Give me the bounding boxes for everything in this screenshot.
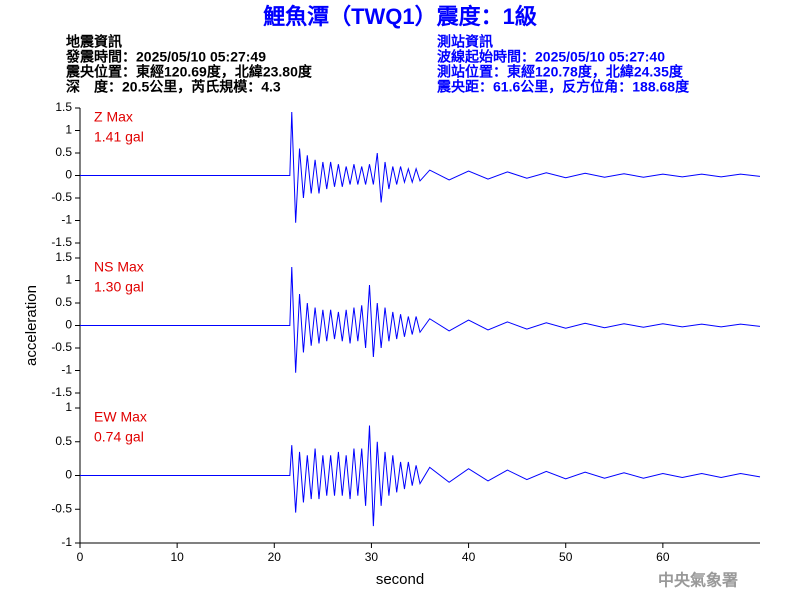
y-tick-label: 0.5 [55,434,72,448]
info-left: 深 度：20.5公里，芮氏規模：4.3 [66,79,281,95]
x-tick-label: 30 [365,550,379,564]
title: 鯉魚潭（TWQ1）震度：1級 [263,4,537,29]
y-tick-label: 1 [65,123,72,137]
info-right: 測站資訊 [437,34,493,50]
info-left: 發震時間：2025/05/10 05:27:49 [65,49,266,65]
info-right: 測站位置：東經120.78度，北緯24.35度 [437,64,684,80]
x-axis-label: second [376,571,424,588]
info-left: 地震資訊 [66,34,122,50]
y-tick-label: -1.5 [51,235,72,249]
y-tick-label: -1 [61,213,72,227]
y-tick-label: 0.5 [55,145,72,159]
x-tick-label: 50 [559,550,573,564]
y-tick-label: 1.5 [55,250,72,264]
x-tick-label: 20 [268,550,282,564]
x-tick-label: 10 [170,550,184,564]
x-tick-label: 60 [656,550,670,564]
info-left: 震央位置：東經120.69度，北緯23.80度 [65,64,313,80]
y-tick-label: 1 [65,400,72,414]
y-tick-label: -1.5 [51,385,72,399]
max-label: 0.74 gal [94,429,144,445]
x-tick-label: 40 [462,550,476,564]
y-tick-label: 1.5 [55,100,72,114]
waveform [80,266,761,373]
component-label: NS Max [94,259,144,275]
component-label: Z Max [94,109,133,125]
y-tick-label: -0.5 [51,190,72,204]
y-tick-label: -0.5 [51,501,72,515]
y-tick-label: -0.5 [51,340,72,354]
y-axis-label: acceleration [23,285,40,366]
info-right: 震央距：61.6公里，反方位角：188.68度 [436,79,690,95]
max-label: 1.41 gal [94,129,144,145]
y-tick-label: -1 [61,363,72,377]
footer: 中央氣象署 [658,571,738,590]
component-label: EW Max [94,409,147,425]
y-tick-label: -1 [61,535,72,549]
max-label: 1.30 gal [94,279,144,295]
y-tick-label: 0 [65,468,72,482]
x-tick-label: 0 [77,550,84,564]
y-tick-label: 0 [65,168,72,182]
y-tick-label: 1 [65,273,72,287]
waveform [80,112,761,223]
y-tick-label: 0 [65,318,72,332]
info-right: 波線起始時間：2025/05/10 05:27:40 [437,49,665,65]
waveform [80,425,761,527]
y-tick-label: 0.5 [55,295,72,309]
